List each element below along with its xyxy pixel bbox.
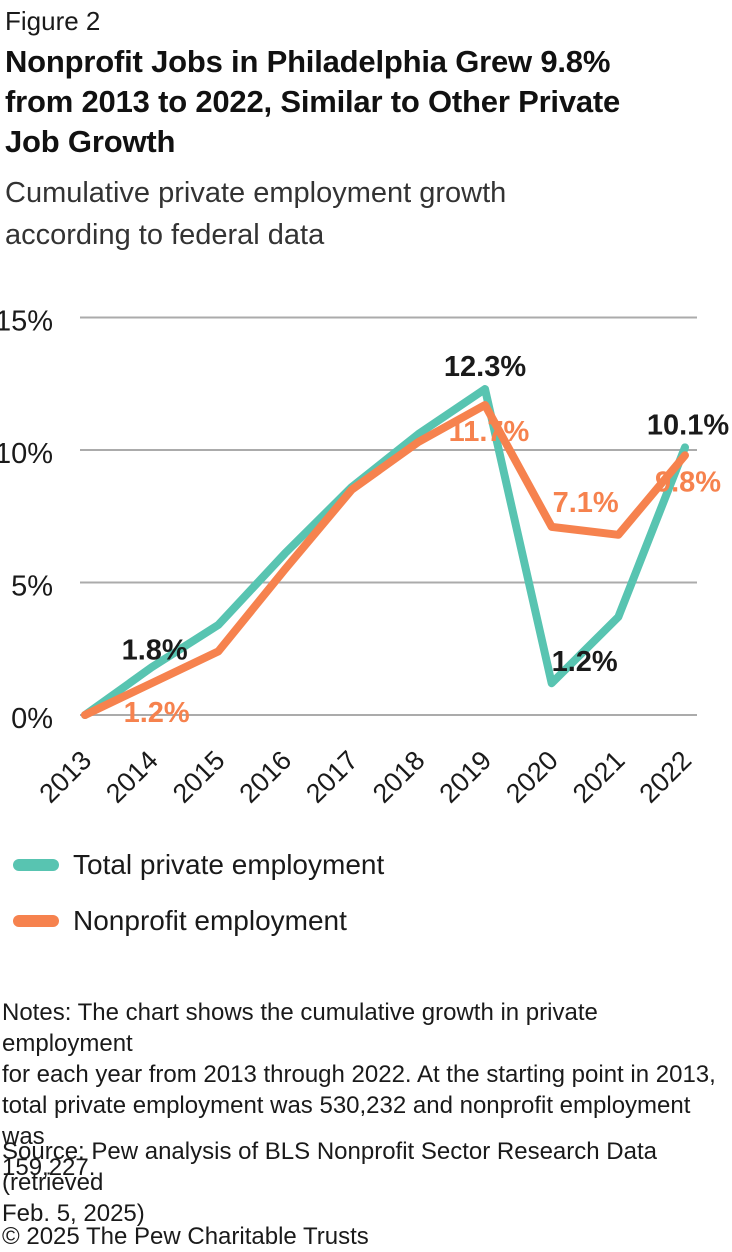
figure-label: Figure 2 [5, 6, 101, 36]
x-axis-tick-label: 2018 [367, 745, 431, 809]
legend-item-total-private: Total private employment [13, 849, 384, 881]
x-axis-tick-label: 2015 [167, 745, 231, 809]
data-point-label: 11.7% [449, 416, 530, 448]
legend-item-nonprofit: Nonprofit employment [13, 905, 384, 937]
y-axis-tick-label: 15% [0, 306, 53, 338]
data-point-label: 7.1% [553, 487, 619, 519]
x-axis-tick-label: 2021 [567, 745, 631, 809]
chart-notes: Notes: The chart shows the cumulative gr… [2, 999, 716, 1181]
total-private-employment-line [81, 385, 689, 719]
data-point-label: 12.3% [444, 351, 526, 383]
copyright-line: © 2025 The Pew Charitable Trusts [2, 1223, 369, 1250]
data-point-label: 1.2% [552, 646, 618, 678]
data-point-label: 1.8% [122, 634, 188, 666]
nonprofit-line-swatch [13, 915, 59, 927]
legend-label: Nonprofit employment [73, 905, 347, 936]
x-axis-tick-label: 2014 [100, 745, 164, 809]
legend-label: Total private employment [73, 849, 385, 880]
x-axis-tick-label: 2016 [234, 745, 298, 809]
x-axis-tick-label: 2013 [34, 745, 98, 809]
y-axis-tick-label: 0% [11, 703, 53, 735]
x-axis-tick-label: 2022 [634, 745, 698, 809]
chart-source: Source: Pew analysis of BLS Nonprofit Se… [2, 1138, 657, 1227]
line-chart: 0%5%10%15%2013 2014 2015 2016 2017 2018 2019 20… [0, 306, 729, 809]
data-point-label: 9.8% [655, 466, 721, 498]
data-point-label: 10.1% [647, 409, 729, 441]
chart-subtitle: Cumulative private employment growth acc… [5, 177, 507, 251]
data-point-label: 1.2% [124, 697, 190, 729]
total-private-line-swatch [13, 859, 59, 871]
y-axis-tick-label: 5% [11, 571, 53, 603]
x-axis-tick-label: 2020 [500, 745, 564, 809]
chart-legend: Total private employment Nonprofit emplo… [13, 849, 384, 961]
chart-title: Nonprofit Jobs in Philadelphia Grew 9.8%… [5, 44, 621, 159]
y-axis-tick-label: 10% [0, 438, 53, 470]
x-axis-tick-label: 2017 [300, 745, 364, 809]
nonprofit-employment-line [81, 400, 689, 719]
x-axis-tick-label: 2019 [434, 745, 498, 809]
